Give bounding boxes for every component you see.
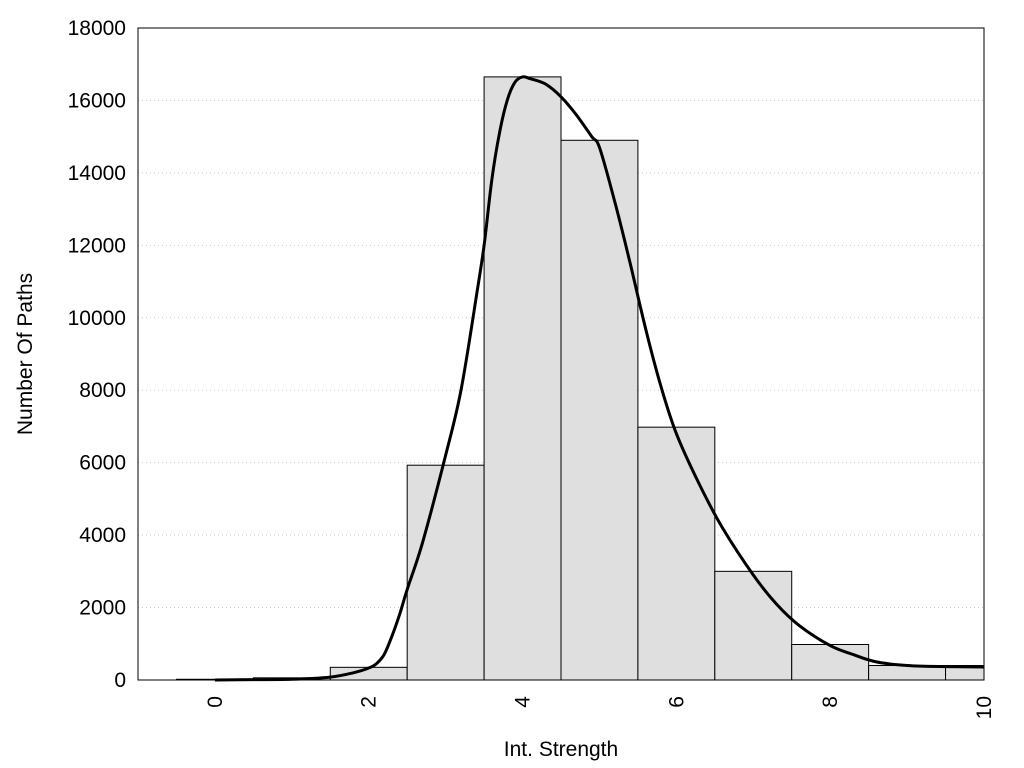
y-tick-label-4000: 4000: [79, 524, 126, 547]
y-tick-label-2000: 2000: [79, 597, 126, 620]
y-tick-label-6000: 6000: [79, 452, 126, 475]
x-tick-label-2: 2: [358, 696, 381, 708]
x-tick-label-8: 8: [819, 696, 842, 708]
plot-area-frame: [137, 27, 985, 681]
histogram-bar-4: [483, 76, 562, 681]
histogram-bar-6: [637, 426, 716, 681]
histogram-bar-3: [406, 464, 485, 681]
y-tick-label-0: 0: [114, 669, 126, 692]
y-tick-label-12000: 12000: [68, 234, 126, 257]
x-tick-label-10: 10: [973, 696, 996, 719]
x-tick-label-0: 0: [204, 696, 227, 708]
histogram-bar-7: [714, 570, 793, 681]
fit-curve-layer: [214, 75, 985, 682]
x-axis-label: Int. Strength: [504, 738, 618, 761]
y-tick-label-10000: 10000: [68, 307, 126, 330]
y-axis-ticks: 0 2000 4000 6000 8000 10000 12000 14000 16000 180…: [68, 17, 126, 692]
grid-lines: [138, 99, 984, 609]
y-tick-label-14000: 14000: [68, 162, 126, 185]
y-tick-label-18000: 18000: [68, 17, 126, 40]
histogram-bar-5: [560, 139, 639, 681]
x-tick-label-6: 6: [665, 696, 688, 708]
fit-curve: [214, 75, 985, 682]
y-axis-label: Number Of Paths: [14, 273, 37, 435]
histogram-bar-8: [791, 644, 870, 681]
y-tick-label-16000: 16000: [68, 89, 126, 112]
histogram-bars: [175, 76, 985, 681]
x-axis-ticks: 0 2 4 6 8 10: [204, 696, 996, 720]
y-tick-label-8000: 8000: [79, 379, 126, 402]
x-tick-label-4: 4: [512, 696, 535, 708]
